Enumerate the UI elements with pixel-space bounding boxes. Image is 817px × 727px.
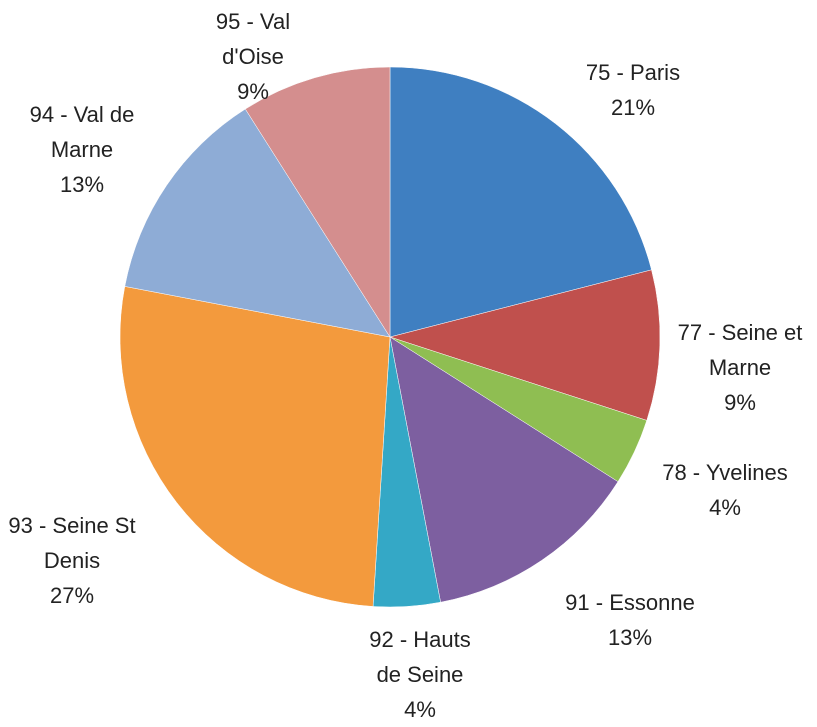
- pie-slice: [389, 336, 619, 603]
- category-label: 75 - Paris: [585, 60, 681, 85]
- pie-slice: [124, 108, 391, 338]
- slice-label: 94 - Val de Marne 13%: [7, 97, 157, 202]
- value-label: 9%: [237, 79, 269, 104]
- pie-slice: [389, 66, 652, 338]
- category-label: 77 - Seine et Marne: [677, 320, 803, 380]
- value-label: 21%: [610, 95, 656, 120]
- category-label: 93 - Seine St Denis: [8, 513, 136, 573]
- value-label: 4%: [709, 495, 741, 520]
- slice-label: 75 - Paris 21%: [548, 55, 718, 125]
- slice-label: 91 - Essonne 13%: [535, 585, 725, 655]
- slice-label: 95 - Val d'Oise 9%: [198, 4, 308, 109]
- category-label: 92 - Hauts de Seine: [369, 627, 471, 687]
- category-label: 94 - Val de Marne: [29, 102, 135, 162]
- slice-label: 93 - Seine St Denis 27%: [0, 508, 147, 613]
- slice-label: 78 - Yvelines 4%: [630, 455, 817, 525]
- category-label: 91 - Essonne: [565, 590, 695, 615]
- slice-label: 92 - Hauts de Seine 4%: [360, 622, 480, 727]
- category-label: 78 - Yvelines: [662, 460, 788, 485]
- category-label: 95 - Val d'Oise: [215, 9, 291, 69]
- pie-slice: [389, 269, 661, 421]
- pie-slice: [244, 66, 391, 338]
- value-label: 9%: [724, 390, 756, 415]
- pie-slice: [119, 286, 391, 607]
- value-label: 13%: [59, 172, 105, 197]
- slice-label: 77 - Seine et Marne 9%: [660, 315, 817, 420]
- value-label: 13%: [607, 625, 653, 650]
- value-label: 4%: [404, 697, 436, 722]
- value-label: 27%: [49, 583, 95, 608]
